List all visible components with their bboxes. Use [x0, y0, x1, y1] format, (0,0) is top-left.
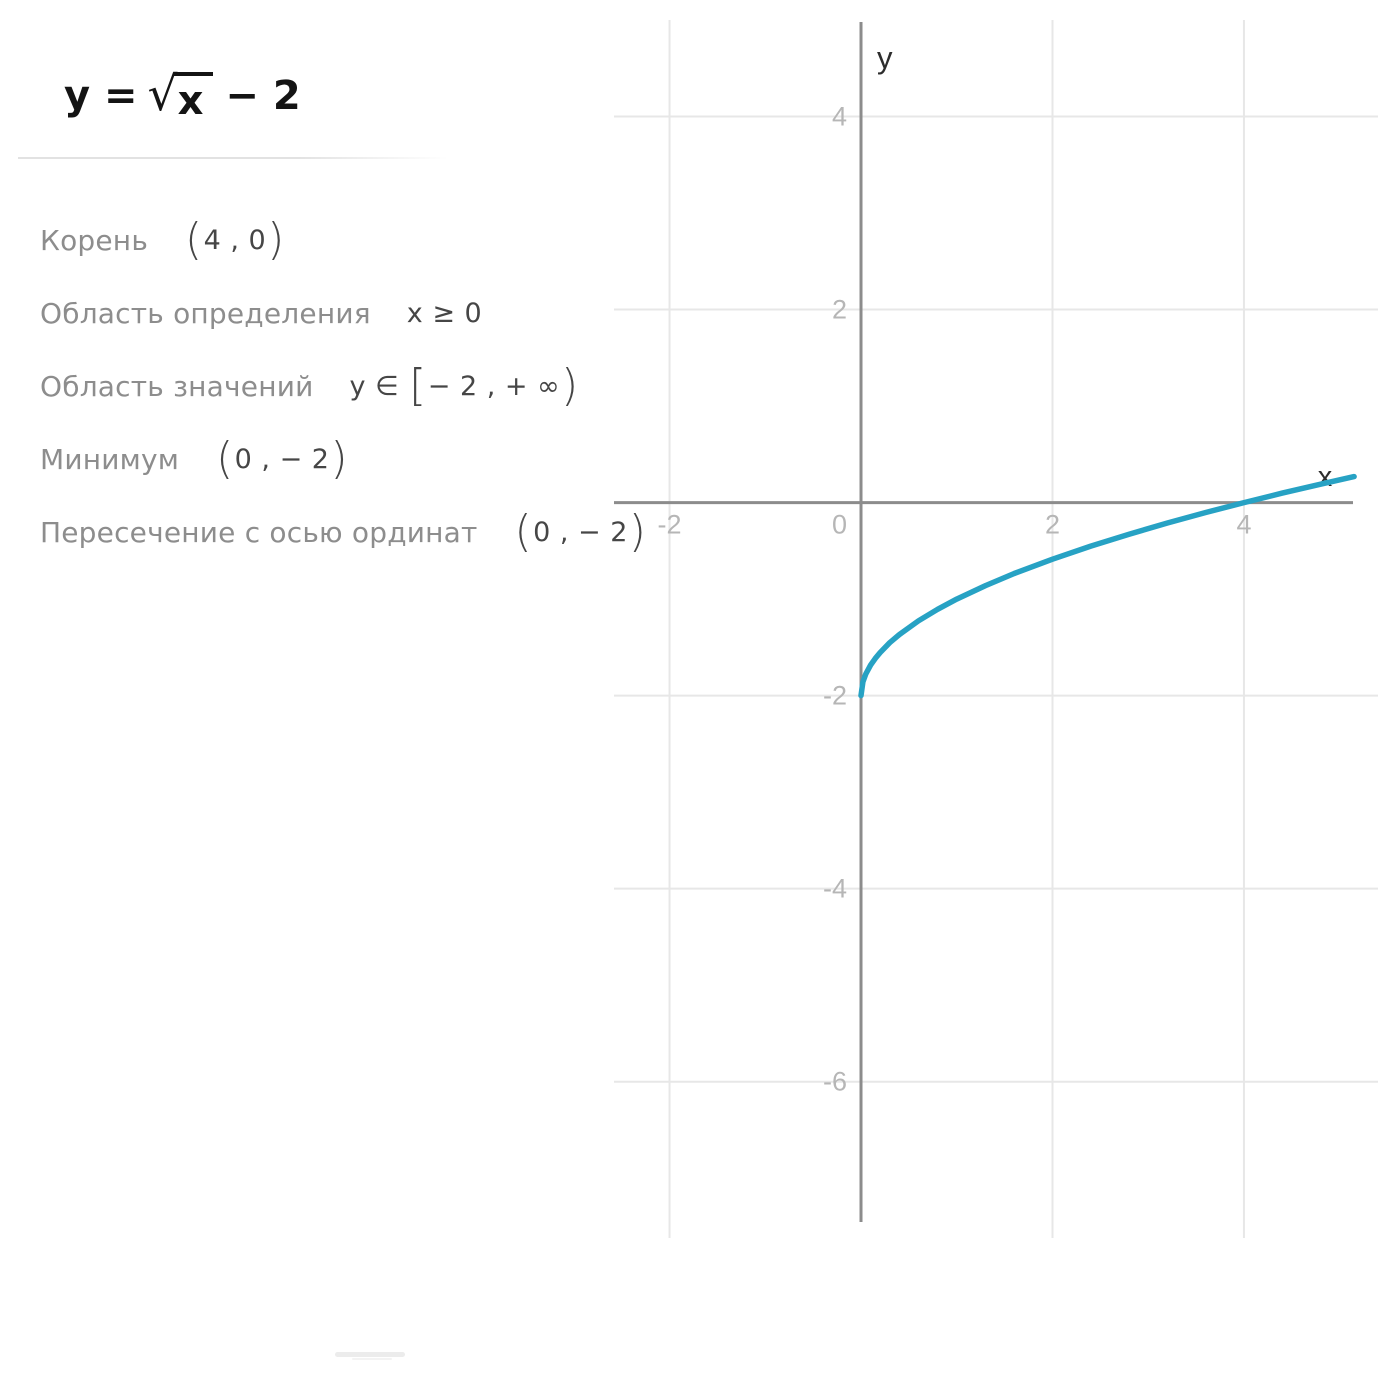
y-tick-label--4: -4 — [823, 874, 847, 904]
property-label: Область значений — [40, 370, 314, 403]
equation-suffix: − 2 — [225, 73, 301, 119]
x-axis-label: x — [1318, 461, 1333, 493]
property-value: y ∈ [− 2 , + ∞) — [349, 360, 579, 412]
property-value: (4 , 0) — [185, 214, 285, 266]
equation-lhs: y = — [64, 73, 138, 119]
solution-panel: y = √ x − 2 Корень (4 , 0) Область опреде… — [0, 0, 646, 1378]
radical-expression: √ x — [147, 67, 214, 125]
property-row-y-intercept: Пересечение с осью ординат (0 , − 2) — [40, 496, 646, 569]
property-value: (0 , − 2) — [216, 433, 349, 485]
x-tick-label-4: 4 — [1236, 510, 1251, 540]
x-tick-label-0: 0 — [832, 510, 847, 540]
radical-sign: √ — [147, 67, 178, 122]
y-tick-label-2: 2 — [832, 295, 847, 325]
function-curve — [858, 473, 1357, 699]
property-label: Область определения — [40, 297, 371, 330]
faint-artifact — [335, 1352, 405, 1357]
property-row-minimum: Минимум (0 , − 2) — [40, 423, 600, 496]
equation: y = √ x − 2 — [64, 67, 301, 125]
property-row-root: Корень (4 , 0) — [40, 204, 600, 277]
radicand: x — [173, 72, 214, 125]
properties-list: Корень (4 , 0) Область определения x ≥ 0… — [40, 204, 646, 569]
divider — [18, 157, 448, 159]
y-tick-label-4: 4 — [832, 102, 847, 132]
property-value: x ≥ 0 — [406, 298, 483, 329]
property-value: (0 , − 2) — [514, 506, 647, 558]
x-tick-label--2: -2 — [658, 510, 682, 540]
property-label: Корень — [40, 224, 149, 257]
property-label: Минимум — [40, 443, 180, 476]
property-label: Пересечение с осью ординат — [40, 516, 478, 549]
y-tick-label--2: -2 — [823, 681, 847, 711]
x-tick-label-2: 2 — [1045, 510, 1060, 540]
y-axis-label: y — [877, 40, 893, 75]
property-row-domain: Область определения x ≥ 0 — [40, 277, 600, 350]
property-row-range: Область значений y ∈ [− 2 , + ∞) — [40, 350, 600, 423]
y-tick-label--6: -6 — [823, 1067, 847, 1097]
faint-artifact — [352, 1358, 392, 1360]
